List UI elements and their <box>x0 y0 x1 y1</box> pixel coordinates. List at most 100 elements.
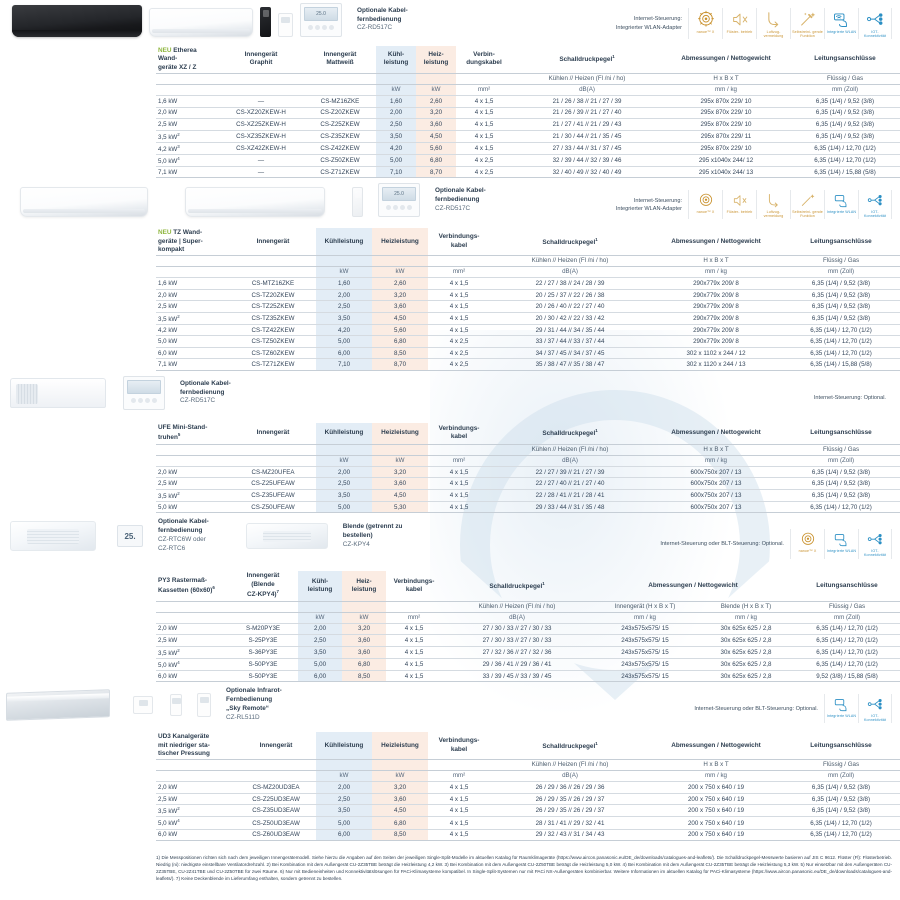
cell-capacity: 6,0 kW <box>156 828 236 842</box>
sub-dimensions-unit: Innengerät (H x B x T) <box>592 600 698 613</box>
cell-sound: 21 / 30 / 44 // 21 / 35 / 45 <box>512 129 662 143</box>
cell-capacity: 3,5 kW2 <box>156 804 236 817</box>
cell-model-graphit: CS-XZ20ZKEW-H <box>218 106 304 119</box>
cell-heating: 2,60 <box>372 277 428 290</box>
cell-model-white: CS-Z42ZKEW <box>304 141 376 155</box>
table-header-units: kW kW mm² dB(A) mm / kg mm (Zoll) <box>156 770 900 782</box>
cell-footnote-marker: 3 <box>177 143 180 149</box>
sub-pipes: Flüssig / Gas <box>782 443 900 456</box>
cell-cooling: 7,10 <box>376 165 416 179</box>
cell-model-unit: CS-Z35UD3EAW <box>236 804 316 817</box>
controller-screen: 25.0 <box>382 187 416 202</box>
hdr-text: Schalldruckpegel <box>542 238 596 246</box>
header-pipes: Leitungsanschlüsse <box>810 237 872 245</box>
hdr-line2: kabel <box>405 585 423 593</box>
cell-footnote-marker: 2 <box>177 313 180 319</box>
caption-title-line1: Optionale Infrarot- <box>226 687 282 695</box>
sub-dimensions: H x B x T <box>650 255 782 267</box>
sub-blank <box>236 759 316 771</box>
header-heating: Heiz-leistung <box>342 571 386 602</box>
table-row: 2,0 kW S-M20PY3E 2,00 3,20 4 x 1,5 27 / 30 / … <box>156 622 900 635</box>
internet-control-note-line1: Internet-Steuerung: Optional. <box>813 395 886 402</box>
remote-control-dark-image <box>260 7 271 37</box>
header-cooling: Kühlleistung <box>316 422 372 445</box>
caption-title-line1: Optionale Kabel- <box>158 518 209 526</box>
cell-capacity: 3,5 kW2 <box>156 311 230 325</box>
unit-blank <box>156 84 218 96</box>
unit-dimensions: mm / kg <box>592 611 698 624</box>
feature-icon-connectivity-label: IOT- Konnektivität <box>864 210 886 219</box>
hdr-text: Schalldruckpegel <box>542 742 596 750</box>
cell-cable: 4 x 1,5 <box>428 277 490 290</box>
unit-heating: kW <box>372 266 428 278</box>
cell-sound: 33 / 39 / 45 // 33 / 39 / 45 <box>442 669 592 683</box>
cell-heating: 5,60 <box>372 323 428 336</box>
header-cooling: Kühlleistung <box>316 732 372 760</box>
hdr-line2: kabel <box>450 241 468 249</box>
cell-capacity: 2,0 kW <box>156 288 230 301</box>
hdr-line2: leistung <box>307 585 333 593</box>
header-category: UFE Mini-Stand- truhen5 <box>156 423 230 444</box>
cell-dimensions: 295x 870x 229/ 10 <box>662 118 790 131</box>
cell-heating: 4,50 <box>372 488 428 502</box>
cell-capacity: 5,0 kW4 <box>156 816 236 830</box>
hdr-line1: Innengerät <box>244 51 278 59</box>
unit-dimensions: mm / kg <box>662 84 790 96</box>
table-row: 7,1 kW — CS-Z71ZKEW 7,10 8,70 4 x 2,5 32 / 40 … <box>156 165 900 179</box>
table-row: 4,2 kW CS-TZ42ZKEW 4,20 5,60 4 x 1,5 29 / 31 … <box>156 323 900 336</box>
sub-blank <box>156 600 228 613</box>
cell-capacity: 2,0 kW <box>156 781 236 794</box>
indoor-unit-tz-image-2 <box>185 187 325 218</box>
cell-heating: 3,60 <box>342 634 386 647</box>
table-row: 5,0 kW CS-Z50UFEAW 5,00 5,30 4 x 1,5 29 / 33 … <box>156 500 900 514</box>
cell-sound: 32 / 40 / 49 // 32 / 40 / 49 <box>512 165 662 179</box>
cell-cable: 4 x 1,5 <box>428 781 490 794</box>
cell-footnote-marker: 4 <box>177 659 180 665</box>
hdr-line1: Verbindungs- <box>438 425 480 433</box>
sub-sound: Kühlen // Heizen (Fl /ni / ho) <box>490 759 650 771</box>
cell-pipes: 6,35 (1/4) / 12,70 (1/2) <box>782 828 900 842</box>
feature-icon-connectivity-label: IOT- Konnektivität <box>864 714 886 723</box>
table-row: 2,0 kW CS-XZ20ZKEW-H CS-Z20ZKEW 2,00 3,20 4 x… <box>156 106 900 119</box>
cell-heating: 4,50 <box>416 129 456 143</box>
cell-sound: 33 / 37 / 44 // 33 / 37 / 44 <box>490 335 650 348</box>
cell-pipes: 6,35 (1/4) / 12,70 (1/2) <box>782 500 900 514</box>
cell-capacity: 3,5 kW2 <box>156 488 230 502</box>
hdr-line2: Mattweiß <box>326 59 354 67</box>
cell-cooling: 2,00 <box>316 465 372 478</box>
cell-cooling: 3,50 <box>298 645 342 659</box>
table-row: 5,0 kW CS-TZ50ZKEW 5,00 6,80 4 x 2,5 33 / 37 … <box>156 335 900 348</box>
spec-table-ufe: UFE Mini-Stand- truhen5 Innengerät Kühll… <box>156 422 900 514</box>
cell-model-unit: CS-Z25UFEAW <box>230 477 316 490</box>
cell-cable: 4 x 1,5 <box>428 488 490 502</box>
unit-dimensions: mm / kg <box>650 266 782 278</box>
cell-cooling: 3,50 <box>316 804 372 817</box>
cell-dimensions-panel: 30x 625x 625 / 2,8 <box>698 634 795 647</box>
cell-cooling: 5,00 <box>316 816 372 830</box>
header-category: NEU Etherea Wand- geräte XZ / Z <box>156 46 218 73</box>
internet-control-note-line1: Internet-Steuerung: <box>633 197 682 204</box>
caption2-model: CZ-KPY4 <box>342 540 370 548</box>
cell-capacity: 5,0 kW4 <box>156 657 228 671</box>
wired-controller-ufe-image <box>123 375 165 410</box>
header-dimensions: Abmessungen / Nettogewicht <box>671 237 761 245</box>
cell-cable: 4 x 1,5 <box>428 300 490 313</box>
cell-dimensions: 200 x 750 x 640 / 19 <box>650 781 782 794</box>
duct-unit-image <box>6 689 110 721</box>
cell-capacity: 7,1 kW <box>156 358 230 371</box>
internet-control-note-tz: Internet-Steuerung: Integrierter WLAN-Ad… <box>616 197 688 213</box>
header-cooling: Kühl-leistung <box>376 46 416 74</box>
cell-cooling: 3,50 <box>376 129 416 143</box>
unit-dimensions: mm / kg <box>650 454 782 467</box>
cell-capacity: 4,2 kW <box>156 323 230 336</box>
feature-icon-row-tz: nanoe™ X Flüster- betrieb Luftzug- verme… <box>688 190 892 220</box>
feature-icon-quiet-mode-label: Flüster- betrieb <box>726 29 753 34</box>
cell-pipes: 6,35 (1/4) / 12,70 (1/2) <box>782 816 900 830</box>
cell-heating: 2,60 <box>416 95 456 108</box>
table-row: 2,0 kW CS-TZ20ZKEW 2,00 3,20 4 x 1,5 20 / 25 … <box>156 288 900 301</box>
ir-remote-image-1 <box>133 695 153 714</box>
cell-model-white: CS-Z50ZKEW <box>304 153 376 167</box>
table-body-ufe: 2,0 kW CS-MZ20UFEA 2,00 3,20 4 x 1,5 22 / 27 … <box>156 465 900 514</box>
cell-dimensions: 600x750x 207 / 13 <box>650 477 782 490</box>
header-indoor-white: Innengerät Mattweiß <box>304 46 376 73</box>
